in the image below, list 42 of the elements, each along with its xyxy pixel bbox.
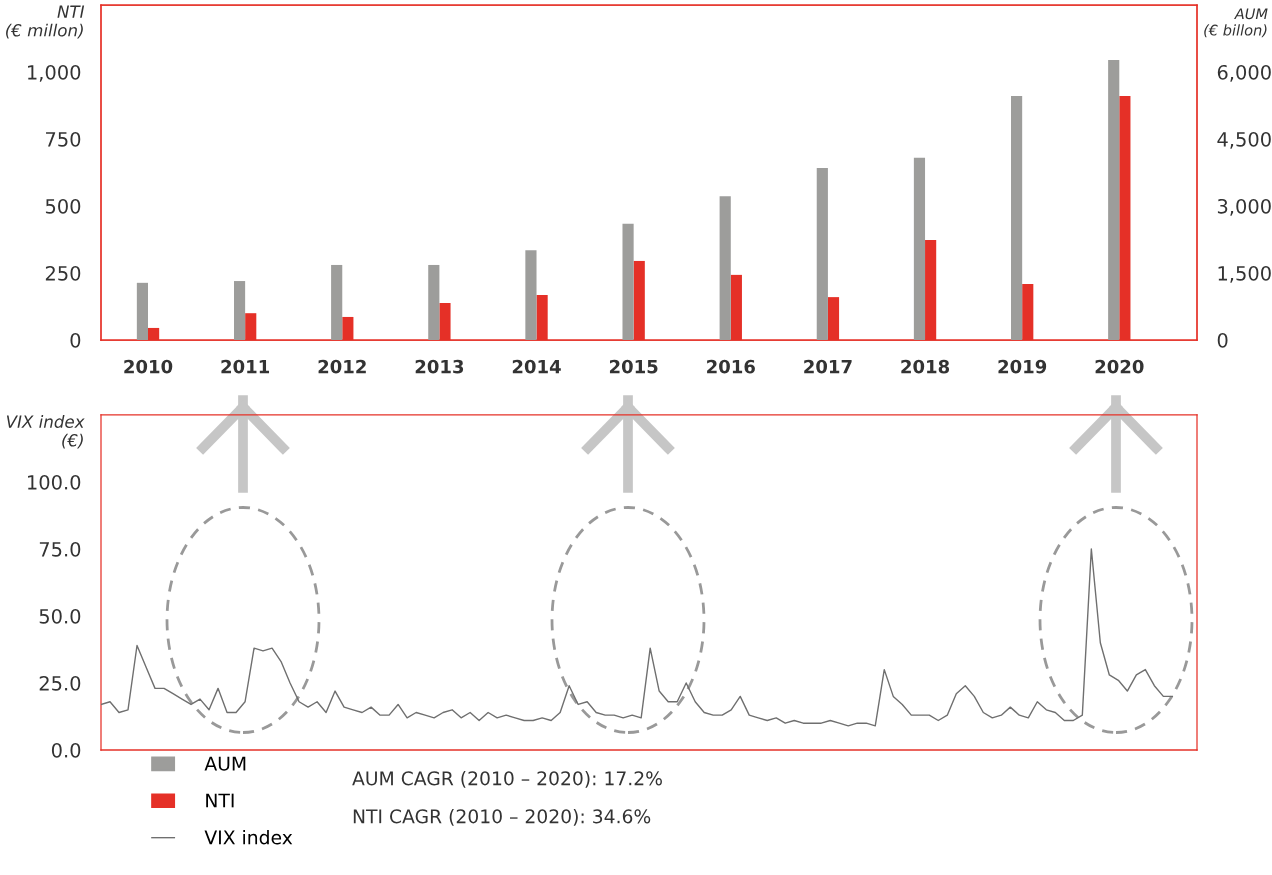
y2-tick-label: 3,000 bbox=[1217, 198, 1271, 216]
x-tick-label: 2018 bbox=[901, 359, 950, 374]
x-tick-label: 2010 bbox=[124, 359, 173, 374]
y-tick-label: 100.0 bbox=[28, 474, 81, 490]
y-tick-label: 500 bbox=[45, 198, 81, 214]
y2-tick-label: 0 bbox=[1217, 332, 1228, 348]
x-tick-label: 2012 bbox=[318, 359, 366, 374]
x-tick-label: 2016 bbox=[707, 359, 755, 374]
bar bbox=[331, 264, 343, 340]
x-tick-label: 2015 bbox=[609, 359, 658, 374]
bar bbox=[719, 196, 731, 340]
y2-axis-title: AUM (€ billon) bbox=[1204, 8, 1268, 38]
y-tick-label: 75.0 bbox=[39, 541, 81, 557]
x-tick-label: 2017 bbox=[804, 359, 852, 374]
text: AUM CAGR (2010 – 2020): 17.2% bbox=[352, 770, 662, 788]
y-tick-label: 25.0 bbox=[39, 675, 81, 691]
y-axis-title: VIX index (€) bbox=[6, 415, 85, 449]
x-tick-label: 2013 bbox=[415, 359, 464, 374]
bar bbox=[428, 264, 440, 340]
y2-tick-label: 4,500 bbox=[1217, 131, 1271, 149]
bar bbox=[816, 168, 828, 340]
bar bbox=[233, 281, 246, 340]
y-tick-label: 750 bbox=[46, 131, 81, 147]
y2-tick-label: 1,500 bbox=[1218, 265, 1271, 283]
y2-tick-label: 6,000 bbox=[1217, 64, 1271, 82]
x-tick-label: 2019 bbox=[998, 359, 1047, 374]
bar bbox=[1011, 96, 1023, 340]
x-tick-label: 2011 bbox=[221, 359, 270, 374]
y-tick-label: 1,000 bbox=[28, 64, 81, 82]
y-axis-title: NTI (€ millon) bbox=[6, 5, 85, 39]
y-tick-label: 0.0 bbox=[51, 742, 81, 758]
y-tick-label: 50.0 bbox=[39, 608, 81, 624]
y-tick-label: 250 bbox=[45, 265, 81, 281]
y-tick-label: 0 bbox=[70, 332, 81, 348]
x-tick-label: 2014 bbox=[512, 359, 561, 374]
legend-label: NTI bbox=[206, 793, 234, 808]
line-series bbox=[101, 548, 1174, 727]
x-tick-label: 2020 bbox=[1095, 359, 1144, 374]
text: NTI CAGR (2010 – 2020): 34.6% bbox=[353, 808, 651, 826]
bar bbox=[136, 282, 149, 340]
legend-label: AUM bbox=[204, 756, 246, 771]
legend-label: VIX index bbox=[204, 829, 293, 845]
